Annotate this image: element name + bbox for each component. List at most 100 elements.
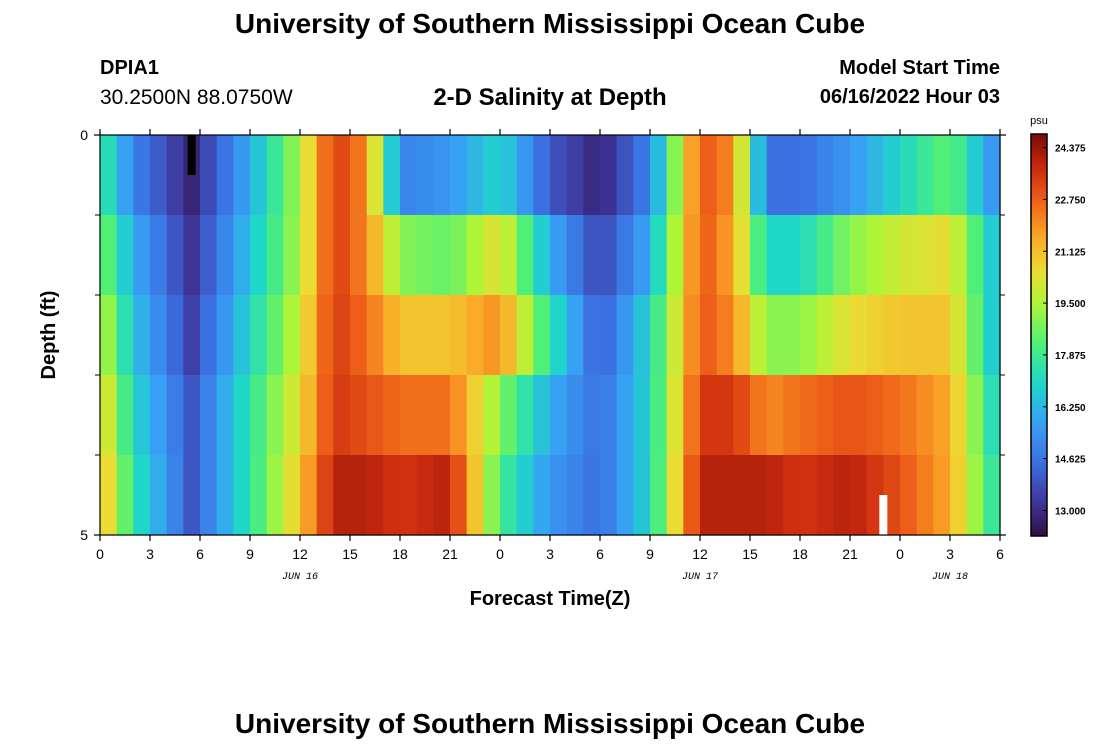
heatmap-cell: [966, 135, 984, 216]
x-tick-label: 12: [692, 546, 708, 562]
heatmap-cell: [250, 215, 268, 296]
x-tick-label: 9: [246, 546, 254, 562]
heatmap-cell: [800, 215, 818, 296]
colorbar-ticks: 24.375 22.750 21.125 19.500 17.875 16.250 14.6…: [1043, 144, 1086, 517]
heatmap-cell: [716, 215, 734, 296]
page-title: University of Southern Mississippi Ocean…: [234, 8, 866, 39]
heatmap-cell: [883, 295, 901, 376]
heatmap-cell: [750, 215, 768, 296]
heatmap-cell: [233, 375, 251, 456]
heatmap-cell: [450, 135, 468, 216]
heatmap-cell: [550, 455, 568, 536]
heatmap-cell: [833, 295, 851, 376]
heatmap-cell: [666, 135, 684, 216]
heatmap-cell: [583, 135, 601, 216]
x-tick-label: 18: [792, 546, 808, 562]
heatmap-cell: [900, 215, 918, 296]
x-tick-label: 12: [292, 546, 308, 562]
heatmap-cell: [783, 455, 801, 536]
heatmap-cell: [416, 295, 434, 376]
heatmap-cell: [616, 375, 634, 456]
heatmap-cell: [116, 215, 134, 296]
heatmap-cell: [733, 135, 751, 216]
heatmap-cell: [516, 455, 534, 536]
heatmap-cell: [850, 135, 868, 216]
heatmap-cell: [366, 455, 384, 536]
heatmap-cell: [316, 295, 334, 376]
heatmap-cell: [766, 375, 784, 456]
heatmap-cell: [500, 135, 518, 216]
x-axis: 0 3 6 9 12 15 18 21 0 3 6 9 12 15 18 21 0 3 6 JUN 16 JUN 17 J…: [96, 129, 1004, 583]
heatmap-cell: [683, 215, 701, 296]
heatmap-cell: [466, 215, 484, 296]
heatmap-cell: [350, 135, 368, 216]
heatmap-cell: [500, 215, 518, 296]
heatmap-cell: [500, 375, 518, 456]
heatmap-cell: [683, 375, 701, 456]
heatmap-cell: [400, 295, 418, 376]
heatmap-cell: [266, 375, 284, 456]
heatmap-cell: [683, 295, 701, 376]
heatmap-cell: [583, 455, 601, 536]
heatmap-cell: [300, 295, 318, 376]
heatmap-cell: [866, 135, 884, 216]
heatmap-cell: [700, 455, 718, 536]
x-tick-label: 3: [946, 546, 954, 562]
heatmap-cell: [600, 295, 618, 376]
heatmap-cell: [433, 455, 451, 536]
heatmap-cell: [466, 295, 484, 376]
heatmap-cell: [383, 375, 401, 456]
heatmap-cell: [616, 295, 634, 376]
heatmap-cell: [366, 135, 384, 216]
heatmap-cell: [850, 295, 868, 376]
x-tick-label: 6: [996, 546, 1004, 562]
y-axis-title: Depth (ft): [38, 291, 60, 380]
x-tick-label: 15: [342, 546, 358, 562]
heatmap-cell: [416, 215, 434, 296]
colorbar-tick-label: 16.250: [1055, 403, 1086, 414]
heatmap-cell: [183, 215, 201, 296]
heatmap-cell: [283, 375, 301, 456]
heatmap-cell: [533, 455, 551, 536]
heatmap-cell: [833, 455, 851, 536]
heatmap-cell: [400, 135, 418, 216]
heatmap-cell: [883, 215, 901, 296]
heatmap-cell: [950, 295, 968, 376]
heatmap-cell: [233, 295, 251, 376]
heatmap-cell: [750, 455, 768, 536]
heatmap-cell: [233, 455, 251, 536]
heatmap-cell: [350, 455, 368, 536]
heatmap-cell: [100, 375, 118, 456]
heatmap-cell: [566, 135, 584, 216]
heatmap-cell: [916, 135, 934, 216]
heatmap-cell: [583, 375, 601, 456]
heatmap-cell: [466, 135, 484, 216]
heatmap-cell: [433, 375, 451, 456]
heatmap-cell: [200, 455, 218, 536]
heatmap-cell: [950, 375, 968, 456]
heatmap-cell: [766, 455, 784, 536]
heatmap-cell: [933, 375, 951, 456]
colorbar-tick-label: 22.750: [1055, 195, 1086, 206]
heatmap-marker: [187, 135, 196, 175]
heatmap-cell: [833, 215, 851, 296]
heatmap-cell: [733, 455, 751, 536]
heatmap-cell: [300, 135, 318, 216]
heatmap-cell: [783, 375, 801, 456]
colorbar-tick-label: 21.125: [1055, 247, 1086, 258]
x-tick-label: 6: [596, 546, 604, 562]
heatmap-cell: [316, 135, 334, 216]
heatmap-cell: [416, 455, 434, 536]
station-coordinates: 30.2500N 88.0750W: [100, 86, 293, 109]
heatmap-cell: [333, 455, 351, 536]
heatmap-cell: [633, 375, 651, 456]
heatmap-cell: [650, 135, 668, 216]
colorbar-unit: psu: [1030, 115, 1048, 127]
heatmap-cell: [383, 215, 401, 296]
heatmap-cell: [566, 375, 584, 456]
heatmap-cells: [100, 135, 1001, 536]
heatmap-cell: [116, 455, 134, 536]
x-tick-label: 3: [546, 546, 554, 562]
heatmap-cell: [600, 215, 618, 296]
